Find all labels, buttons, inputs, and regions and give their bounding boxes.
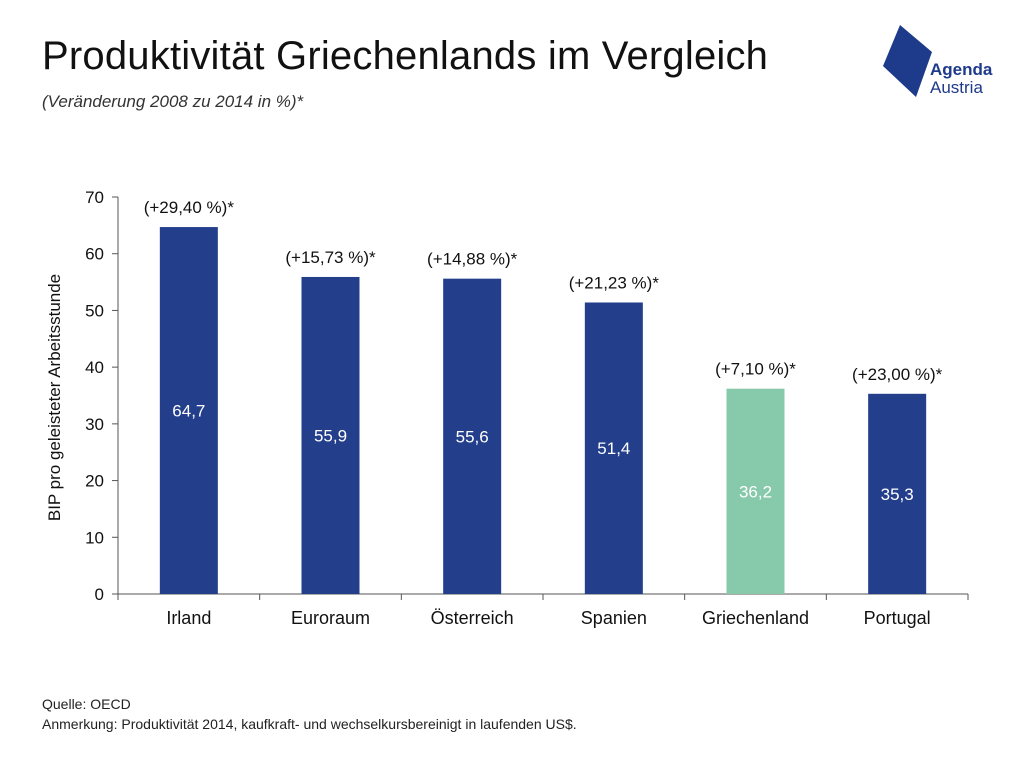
bar-value-label: 35,3	[881, 485, 914, 504]
bar-value-label: 55,9	[314, 426, 347, 445]
x-tick-label: Euroraum	[291, 608, 370, 628]
bar-value-label: 55,6	[456, 427, 489, 446]
logo-text-austria: Austria	[930, 78, 983, 97]
y-tick-label: 30	[85, 415, 104, 434]
bar-value-label: 51,4	[597, 439, 630, 458]
bar-portugal	[868, 393, 927, 594]
bar-change-label: (+23,00 %)*	[852, 365, 943, 384]
y-tick-label: 60	[85, 245, 104, 264]
bar-change-label: (+15,73 %)*	[285, 248, 376, 267]
bar-change-label: (+7,10 %)*	[715, 360, 796, 379]
bar-euroraum	[301, 276, 360, 594]
bar-change-label: (+14,88 %)*	[427, 250, 518, 269]
chart-title: Produktivität Griechenlands im Vergleich	[42, 34, 769, 78]
logo-text-agenda: Agenda	[930, 60, 993, 79]
bar-change-label: (+29,40 %)*	[144, 198, 235, 217]
x-tick-label: Griechenland	[702, 608, 809, 628]
y-tick-label: 20	[85, 472, 104, 491]
source-note: Quelle: OECD	[42, 696, 131, 712]
bar-griechenland	[726, 388, 785, 594]
bar-spanien	[584, 302, 643, 594]
bar-value-label: 64,7	[172, 402, 205, 421]
footer: Quelle: OECD Anmerkung: Produktivität 20…	[42, 694, 577, 734]
y-tick-label: 0	[95, 585, 104, 604]
chart-subtitle: (Veränderung 2008 zu 2014 in %)*	[42, 92, 304, 111]
y-tick-label: 70	[85, 188, 104, 207]
x-tick-label: Spanien	[581, 608, 647, 628]
bar-österreich	[443, 278, 502, 594]
x-tick-label: Portugal	[864, 608, 931, 628]
annotation-note: Anmerkung: Produktivität 2014, kaufkraft…	[42, 716, 577, 732]
x-tick-label: Irland	[166, 608, 211, 628]
x-tick-label: Österreich	[431, 608, 514, 628]
y-axis-label: BIP pro geleisteter Arbeitsstunde	[45, 274, 64, 521]
y-tick-label: 40	[85, 358, 104, 377]
y-tick-label: 50	[85, 301, 104, 320]
bar-irland	[159, 227, 218, 594]
bar-value-label: 36,2	[739, 482, 772, 501]
y-tick-label: 10	[85, 528, 104, 547]
bar-change-label: (+21,23 %)*	[569, 273, 660, 292]
agenda-austria-logo-icon	[883, 25, 932, 97]
